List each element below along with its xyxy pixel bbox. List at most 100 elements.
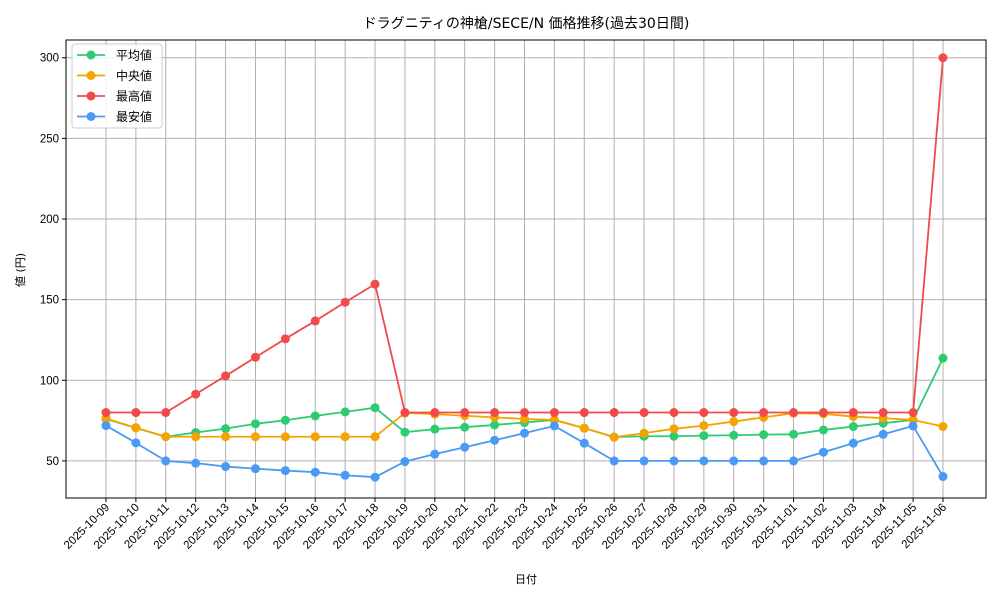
data-point — [699, 431, 709, 441]
data-point — [848, 422, 858, 432]
data-point — [280, 334, 290, 344]
data-point — [789, 408, 799, 418]
data-point — [908, 421, 918, 431]
data-point — [789, 429, 799, 439]
data-point — [370, 432, 380, 442]
data-point — [699, 421, 709, 431]
y-tick-label: 100 — [40, 375, 59, 387]
series-最高値 — [101, 53, 948, 418]
data-point — [400, 457, 410, 467]
y-tick-label: 150 — [40, 295, 59, 307]
data-point — [908, 408, 918, 418]
data-point — [430, 408, 440, 418]
legend-item: 中央値 — [77, 68, 152, 83]
data-point — [818, 425, 828, 435]
data-point — [101, 421, 111, 431]
data-point — [699, 408, 709, 418]
legend-item: 平均値 — [77, 48, 152, 63]
data-point — [250, 352, 260, 362]
data-point — [161, 456, 171, 466]
data-point — [759, 430, 769, 440]
data-point — [759, 408, 769, 418]
data-point — [460, 442, 470, 452]
data-point — [938, 353, 948, 363]
data-point — [490, 435, 500, 445]
y-axis-label: 値 (円) — [14, 253, 27, 287]
legend-label: 中央値 — [116, 68, 152, 83]
data-point — [789, 456, 799, 466]
data-point — [729, 430, 739, 440]
data-point — [221, 462, 231, 472]
data-point — [759, 456, 769, 466]
data-point — [310, 467, 320, 477]
series-最安値 — [101, 421, 948, 482]
data-point — [549, 408, 559, 418]
data-point — [280, 466, 290, 476]
data-point — [250, 419, 260, 429]
data-point — [430, 424, 440, 434]
data-point — [131, 438, 141, 448]
data-point — [669, 431, 679, 441]
x-axis-label: 日付 — [515, 573, 537, 586]
data-point — [310, 411, 320, 421]
data-point — [938, 422, 948, 432]
chart-title: ドラグニティの神槍/SECE/N 価格推移(過去30日間) — [363, 16, 690, 32]
data-point — [818, 447, 828, 457]
data-point — [101, 408, 111, 418]
data-point — [669, 456, 679, 466]
data-point — [639, 456, 649, 466]
data-point — [340, 407, 350, 417]
legend-marker-icon — [86, 112, 96, 121]
legend-item: 最高値 — [77, 89, 152, 104]
y-tick-label: 50 — [46, 456, 59, 468]
data-point — [609, 432, 619, 442]
legend-marker-icon — [86, 71, 96, 80]
data-point — [430, 449, 440, 459]
data-point — [310, 432, 320, 442]
legend-box — [71, 43, 163, 129]
data-point — [729, 408, 739, 418]
y-tick-label: 300 — [40, 53, 59, 65]
data-point — [490, 420, 500, 430]
data-point — [370, 472, 380, 482]
data-point — [699, 456, 709, 466]
data-point — [669, 408, 679, 418]
data-point — [340, 470, 350, 480]
data-point — [191, 458, 201, 468]
data-point — [938, 53, 948, 63]
legend-label: 最安値 — [116, 109, 152, 124]
data-point — [520, 408, 529, 418]
series-layer — [101, 53, 948, 482]
data-point — [848, 438, 858, 448]
data-point — [280, 415, 290, 425]
data-point — [370, 279, 380, 289]
data-point — [878, 408, 888, 418]
legend-item: 最安値 — [77, 109, 152, 124]
data-point — [131, 423, 141, 433]
data-point — [400, 427, 410, 437]
data-point — [818, 408, 828, 418]
data-point — [729, 417, 739, 427]
data-point — [400, 408, 410, 418]
data-point — [729, 456, 739, 466]
data-point — [221, 424, 231, 434]
legend-marker-icon — [86, 50, 96, 60]
y-tick-label: 250 — [40, 133, 59, 145]
data-point — [579, 438, 589, 448]
data-point — [938, 472, 948, 482]
data-point — [639, 408, 649, 418]
data-point — [191, 389, 201, 399]
legend-marker-icon — [86, 91, 96, 101]
data-point — [609, 408, 619, 418]
data-point — [609, 456, 619, 466]
data-point — [340, 297, 350, 307]
data-point — [878, 429, 888, 439]
y-axis-ticks: 50 100 150 200 250 300 — [40, 53, 66, 468]
plot-frame — [65, 39, 987, 499]
data-point — [460, 422, 470, 432]
data-point — [221, 432, 231, 442]
data-point — [520, 414, 529, 424]
data-point — [460, 408, 470, 418]
